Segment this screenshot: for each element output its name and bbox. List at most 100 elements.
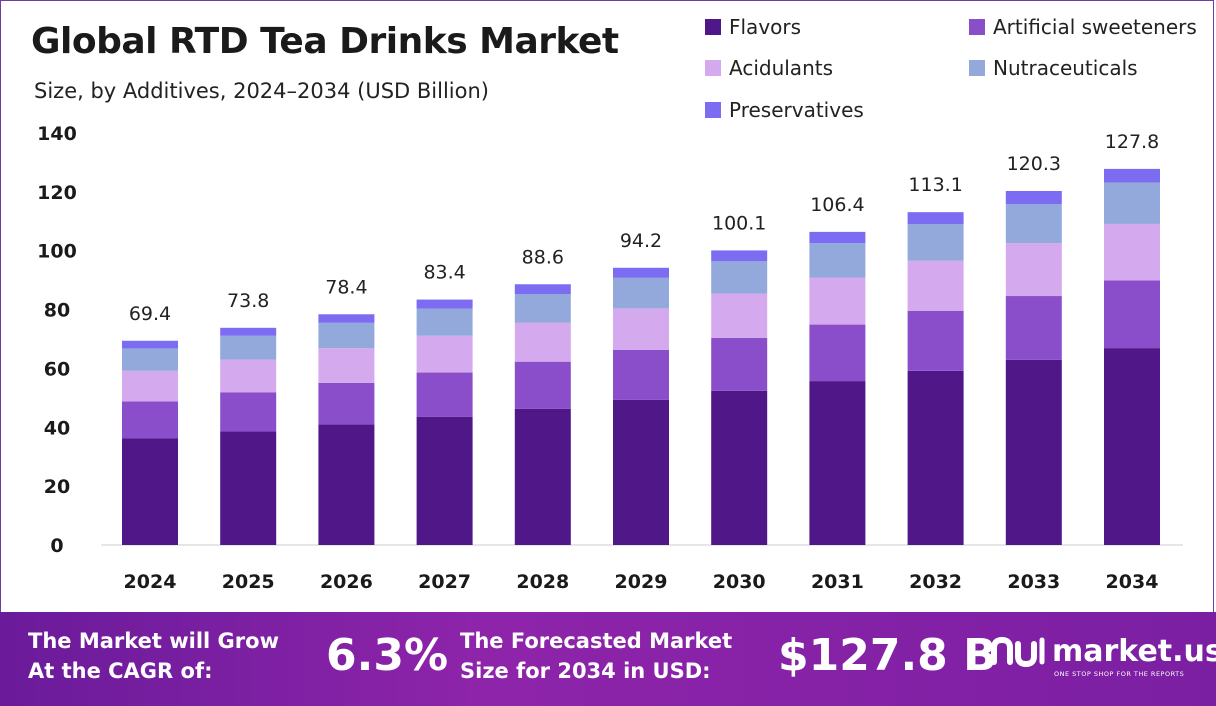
x-tick-label: 2032 [909, 571, 962, 593]
bar-segment-flavors [220, 431, 277, 545]
brand-logo[interactable]: market.us ONE STOP SHOP FOR THE REPORTS [990, 632, 1216, 678]
bar-total-label: 88.6 [522, 246, 564, 268]
bar-segment-flavors [1104, 348, 1160, 545]
bar-total-label: 106.4 [810, 194, 864, 216]
cagr-label-line1: The Market will Grow [28, 629, 279, 653]
bar-segment-preservatives [711, 250, 768, 262]
bar-segment-nutraceuticals [318, 322, 375, 349]
legend-item-flavors: Flavors [705, 15, 801, 39]
bar-segment-acidulants [1104, 223, 1160, 281]
x-tick-label: 2025 [222, 571, 275, 593]
bar-segment-preservatives [416, 299, 473, 309]
x-tick-label: 2026 [320, 571, 373, 593]
bar-total-label: 83.4 [423, 262, 465, 284]
bar-total-label: 120.3 [1007, 153, 1061, 175]
bar-segment-preservatives [809, 231, 866, 244]
bar-segment-preservatives [514, 284, 571, 294]
bar-segment-nutraceuticals [613, 277, 669, 309]
bar-total-label: 94.2 [620, 230, 662, 252]
chart-title: Global RTD Tea Drinks Market [31, 21, 619, 62]
bar-segment-flavors [613, 399, 669, 545]
y-tick-label: 40 [44, 417, 70, 439]
bar-segment-flavors [907, 370, 964, 545]
legend-label-acidulants: Acidulants [729, 56, 834, 80]
market-us-logo-icon [991, 636, 1045, 668]
x-tick-label: 2024 [124, 571, 177, 593]
bar-segment-artificial-sweeteners [711, 337, 768, 391]
x-tick-label: 2031 [811, 571, 864, 593]
legend-item-preservatives: Preservatives [705, 98, 864, 122]
y-tick-label: 140 [37, 123, 77, 145]
forecast-value: $127.8 B [778, 630, 997, 681]
bar-segment-acidulants [613, 308, 669, 350]
bar-segment-preservatives [318, 314, 375, 323]
x-tick-label: 2030 [713, 571, 766, 593]
bar-segment-flavors [1005, 359, 1062, 545]
bar-segment-preservatives [1104, 168, 1160, 183]
bar-segment-acidulants [514, 322, 571, 362]
legend-label-artificial-sweeteners: Artificial sweeteners [993, 15, 1197, 39]
bar-segment-artificial-sweeteners [514, 361, 571, 409]
bar-segment-nutraceuticals [907, 224, 964, 261]
y-tick-label: 20 [44, 476, 70, 498]
bar-segment-artificial-sweeteners [220, 392, 277, 432]
bar-segment-nutraceuticals [1104, 182, 1160, 224]
bar-segment-artificial-sweeteners [122, 401, 178, 439]
bar-segment-flavors [809, 381, 866, 545]
bar-segment-acidulants [711, 293, 768, 338]
bar-segment-preservatives [907, 212, 964, 225]
x-tick-label: 2027 [418, 571, 471, 593]
bar-segment-nutraceuticals [711, 261, 768, 294]
bar-segment-flavors [318, 424, 375, 545]
bar-segment-preservatives [220, 327, 277, 336]
brand-tagline: ONE STOP SHOP FOR THE REPORTS [1054, 670, 1185, 678]
bar-total-label: 73.8 [227, 290, 269, 312]
bar-total-label: 69.4 [129, 303, 171, 325]
y-tick-label: 0 [50, 535, 63, 557]
x-tick-label: 2029 [615, 571, 668, 593]
chart-subtitle: Size, by Additives, 2024–2034 (USD Billi… [34, 79, 489, 103]
bar-segment-artificial-sweeteners [1104, 280, 1160, 349]
bar-segment-flavors [514, 408, 571, 545]
legend-item-acidulants: Acidulants [705, 56, 833, 80]
legend-label-nutraceuticals: Nutraceuticals [993, 56, 1138, 80]
bar-segment-artificial-sweeteners [1005, 296, 1062, 360]
bar-segment-preservatives [613, 267, 669, 278]
brand-name: market.us [1052, 634, 1216, 669]
bar-segment-artificial-sweeteners [416, 372, 473, 417]
bar-segment-flavors [416, 416, 473, 545]
bar-segment-nutraceuticals [514, 293, 571, 323]
cagr-value: 6.3% [326, 630, 449, 681]
bar-segment-artificial-sweeteners [907, 310, 964, 371]
legend-swatch-flavors [705, 19, 721, 35]
y-tick-label: 120 [37, 182, 77, 204]
y-tick-label: 80 [44, 300, 70, 322]
bar-segment-flavors [711, 390, 768, 545]
bar-segment-artificial-sweeteners [318, 382, 375, 425]
bar-chart: 0 20 40 60 80 100 120 140 69.4 2024 73.8 2025 78.4 20… [37, 123, 1183, 593]
bar-segment-acidulants [1005, 243, 1062, 297]
bar-total-label: 100.1 [712, 212, 766, 234]
bar-segment-acidulants [416, 335, 473, 373]
bar-segment-acidulants [318, 348, 375, 383]
bar-segment-nutraceuticals [122, 348, 178, 371]
y-tick-label: 100 [37, 241, 77, 263]
legend-label-flavors: Flavors [729, 15, 802, 39]
forecast-label: The Forecasted Market Size for 2034 in U… [460, 626, 732, 686]
bar-segment-nutraceuticals [1005, 204, 1062, 244]
bar-segment-preservatives [122, 340, 178, 349]
legend-swatch-acidulants [705, 60, 721, 76]
cagr-label: The Market will Grow At the CAGR of: [28, 626, 279, 686]
bar-segment-acidulants [122, 370, 178, 402]
forecast-label-line1: The Forecasted Market [460, 629, 733, 653]
x-tick-label: 2028 [516, 571, 569, 593]
bar-segment-nutraceuticals [220, 335, 277, 360]
legend-label-preservatives: Preservatives [729, 98, 864, 122]
legend-swatch-nutraceuticals [969, 60, 985, 76]
legend: Flavors Artificial sweeteners Acidulants… [701, 13, 1211, 133]
legend-swatch-preservatives [705, 102, 721, 118]
bar-segment-nutraceuticals [416, 308, 473, 336]
bar-total-label: 78.4 [325, 276, 367, 298]
bar-total-label: 127.8 [1105, 131, 1159, 153]
